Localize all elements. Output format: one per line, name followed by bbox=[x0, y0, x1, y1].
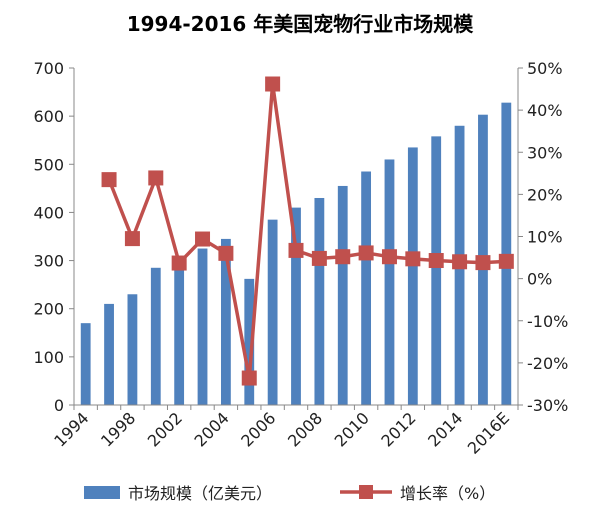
y-tick-left-label: 700 bbox=[33, 59, 64, 78]
bar-2003 bbox=[197, 248, 208, 405]
y-tick-right-label: -20% bbox=[527, 354, 568, 373]
y-tick-left-label: 500 bbox=[33, 155, 64, 174]
legend-bar-label: 市场规模（亿美元） bbox=[128, 484, 272, 503]
bar-2007 bbox=[291, 207, 301, 405]
bar-1994 bbox=[80, 323, 91, 405]
growth-marker-2007 bbox=[288, 242, 304, 258]
growth-rate-line bbox=[107, 82, 507, 380]
growth-marker-1996 bbox=[101, 172, 117, 188]
growth-marker-2015 bbox=[475, 255, 491, 271]
growth-marker-2000 bbox=[148, 170, 164, 186]
legend-bar-swatch bbox=[84, 486, 120, 499]
x-tick-label: 2010 bbox=[331, 408, 373, 450]
growth-marker-2006 bbox=[265, 76, 281, 92]
x-tick-label: 2016E bbox=[464, 408, 513, 457]
growth-marker-2014 bbox=[452, 254, 468, 270]
growth-marker-2009 bbox=[335, 249, 351, 265]
y-tick-right-label: 40% bbox=[527, 101, 563, 120]
growth-marker-2010 bbox=[358, 245, 374, 261]
y-tick-right-label: 0% bbox=[527, 270, 552, 289]
bar-2000 bbox=[150, 267, 161, 405]
growth-marker-2003 bbox=[195, 231, 211, 247]
bar-2006 bbox=[267, 219, 278, 405]
bar-2008 bbox=[314, 197, 325, 405]
growth-marker-2004 bbox=[218, 245, 234, 261]
growth-marker-2002 bbox=[171, 255, 187, 271]
x-tick-label: 2002 bbox=[144, 408, 186, 450]
x-tick-label: 2012 bbox=[377, 408, 419, 450]
bar-2011 bbox=[384, 159, 395, 405]
growth-marker-2013 bbox=[428, 253, 444, 269]
growth-marker-2016E bbox=[498, 253, 514, 269]
y-tick-right-label: 30% bbox=[527, 143, 563, 162]
bar-2004 bbox=[220, 238, 231, 405]
x-tick-label: 2008 bbox=[284, 408, 326, 450]
y-tick-left-label: 600 bbox=[33, 107, 64, 126]
y-tick-right-label: -30% bbox=[527, 396, 568, 415]
y-tick-left-label: 200 bbox=[33, 300, 64, 319]
y-tick-left-label: 300 bbox=[33, 252, 64, 271]
legend-line-label: 增长率（%） bbox=[400, 484, 495, 503]
growth-marker-2005 bbox=[241, 370, 257, 386]
growth-marker-2008 bbox=[311, 250, 327, 266]
y-tick-right-label: 10% bbox=[527, 228, 563, 247]
x-tick-label: 2006 bbox=[237, 408, 279, 450]
legend: 市场规模（亿美元） 增长率（%） bbox=[84, 484, 495, 503]
bar-2010 bbox=[361, 171, 372, 405]
x-tick-label: 2014 bbox=[424, 408, 466, 450]
y-tick-left-label: 400 bbox=[33, 203, 64, 222]
bar-2016E bbox=[501, 102, 512, 405]
bar-2005 bbox=[244, 278, 255, 405]
growth-marker-2011 bbox=[381, 249, 397, 265]
bar-2012 bbox=[407, 147, 418, 405]
bar-2013 bbox=[431, 136, 442, 406]
line-layer bbox=[101, 76, 514, 386]
y-tick-left-label: 100 bbox=[33, 348, 64, 367]
x-tick-label: 1998 bbox=[97, 408, 139, 450]
growth-marker-1998 bbox=[124, 231, 140, 247]
y-tick-right-label: 20% bbox=[527, 185, 563, 204]
growth-marker-2012 bbox=[405, 251, 421, 267]
x-tick-label: 2004 bbox=[190, 408, 232, 450]
y-tick-left-label: 0 bbox=[54, 396, 64, 415]
bar-2002 bbox=[174, 258, 185, 405]
bar-1996 bbox=[104, 303, 114, 405]
legend-marker-swatch bbox=[359, 485, 373, 499]
y-tick-right-label: 50% bbox=[527, 59, 563, 78]
y-tick-right-label: -10% bbox=[527, 312, 568, 331]
chart-title: 1994-2016 年美国宠物行业市场规模 bbox=[127, 12, 475, 36]
bar-2009 bbox=[337, 185, 348, 405]
bar-1998 bbox=[127, 294, 138, 405]
